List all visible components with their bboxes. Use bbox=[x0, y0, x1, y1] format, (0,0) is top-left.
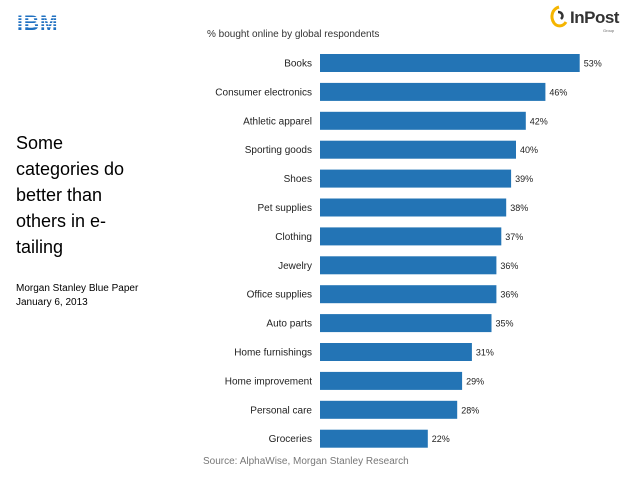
bar bbox=[320, 169, 512, 188]
chart-source: Source: AlphaWise, Morgan Stanley Resear… bbox=[203, 456, 409, 467]
value-label: 29% bbox=[466, 376, 484, 386]
category-label: Shoes bbox=[284, 174, 312, 185]
category-label: Pet supplies bbox=[258, 203, 312, 214]
value-label: 37% bbox=[505, 232, 523, 242]
category-label: Jewelry bbox=[278, 261, 312, 272]
bar bbox=[320, 198, 507, 217]
category-label: Athletic apparel bbox=[243, 116, 312, 127]
value-label: 53% bbox=[584, 59, 602, 69]
bar bbox=[320, 54, 580, 72]
inpost-logo-subtext: Group bbox=[603, 28, 615, 33]
source-title: Morgan Stanley Blue Paper bbox=[16, 283, 139, 294]
bar bbox=[320, 285, 497, 304]
bar bbox=[320, 140, 516, 159]
category-label: Clothing bbox=[275, 232, 312, 243]
category-label: Personal care bbox=[250, 405, 312, 416]
bar bbox=[320, 400, 458, 419]
inpost-swirl-icon bbox=[550, 5, 568, 28]
category-label: Sporting goods bbox=[245, 145, 312, 156]
bar bbox=[320, 111, 526, 130]
bar bbox=[320, 82, 546, 101]
value-label: 31% bbox=[476, 348, 494, 358]
category-label: Home improvement bbox=[225, 376, 312, 387]
value-label: 22% bbox=[432, 434, 450, 444]
bar bbox=[320, 371, 463, 390]
value-label: 35% bbox=[496, 319, 514, 329]
slide-headline: Some categories do better than others in… bbox=[16, 133, 125, 257]
inpost-logo-text: InPost bbox=[570, 8, 619, 27]
bar bbox=[320, 314, 492, 333]
value-label: 39% bbox=[515, 174, 533, 184]
value-label: 36% bbox=[500, 261, 518, 271]
bar bbox=[320, 227, 502, 246]
category-label: Office supplies bbox=[247, 290, 312, 301]
bar bbox=[320, 429, 428, 448]
category-label: Books bbox=[284, 59, 312, 70]
bar bbox=[320, 343, 472, 361]
source-date: January 6, 2013 bbox=[16, 297, 88, 308]
value-label: 40% bbox=[520, 145, 538, 155]
category-label: Auto parts bbox=[266, 319, 312, 330]
inpost-logo: InPost Group bbox=[548, 5, 620, 39]
value-label: 28% bbox=[461, 405, 479, 415]
value-label: 38% bbox=[510, 203, 528, 213]
source-block: Morgan Stanley Blue Paper January 6, 201… bbox=[16, 282, 186, 310]
chart-title: % bought online by global respondents bbox=[207, 29, 380, 40]
category-label: Home furnishings bbox=[234, 348, 312, 359]
value-label: 36% bbox=[500, 290, 518, 300]
bar bbox=[320, 256, 497, 275]
value-label: 46% bbox=[549, 87, 567, 97]
category-label: Consumer electronics bbox=[215, 87, 312, 98]
ibm-logo: IBM bbox=[16, 12, 66, 34]
category-label: Groceries bbox=[269, 434, 312, 445]
value-label: 42% bbox=[530, 116, 548, 126]
